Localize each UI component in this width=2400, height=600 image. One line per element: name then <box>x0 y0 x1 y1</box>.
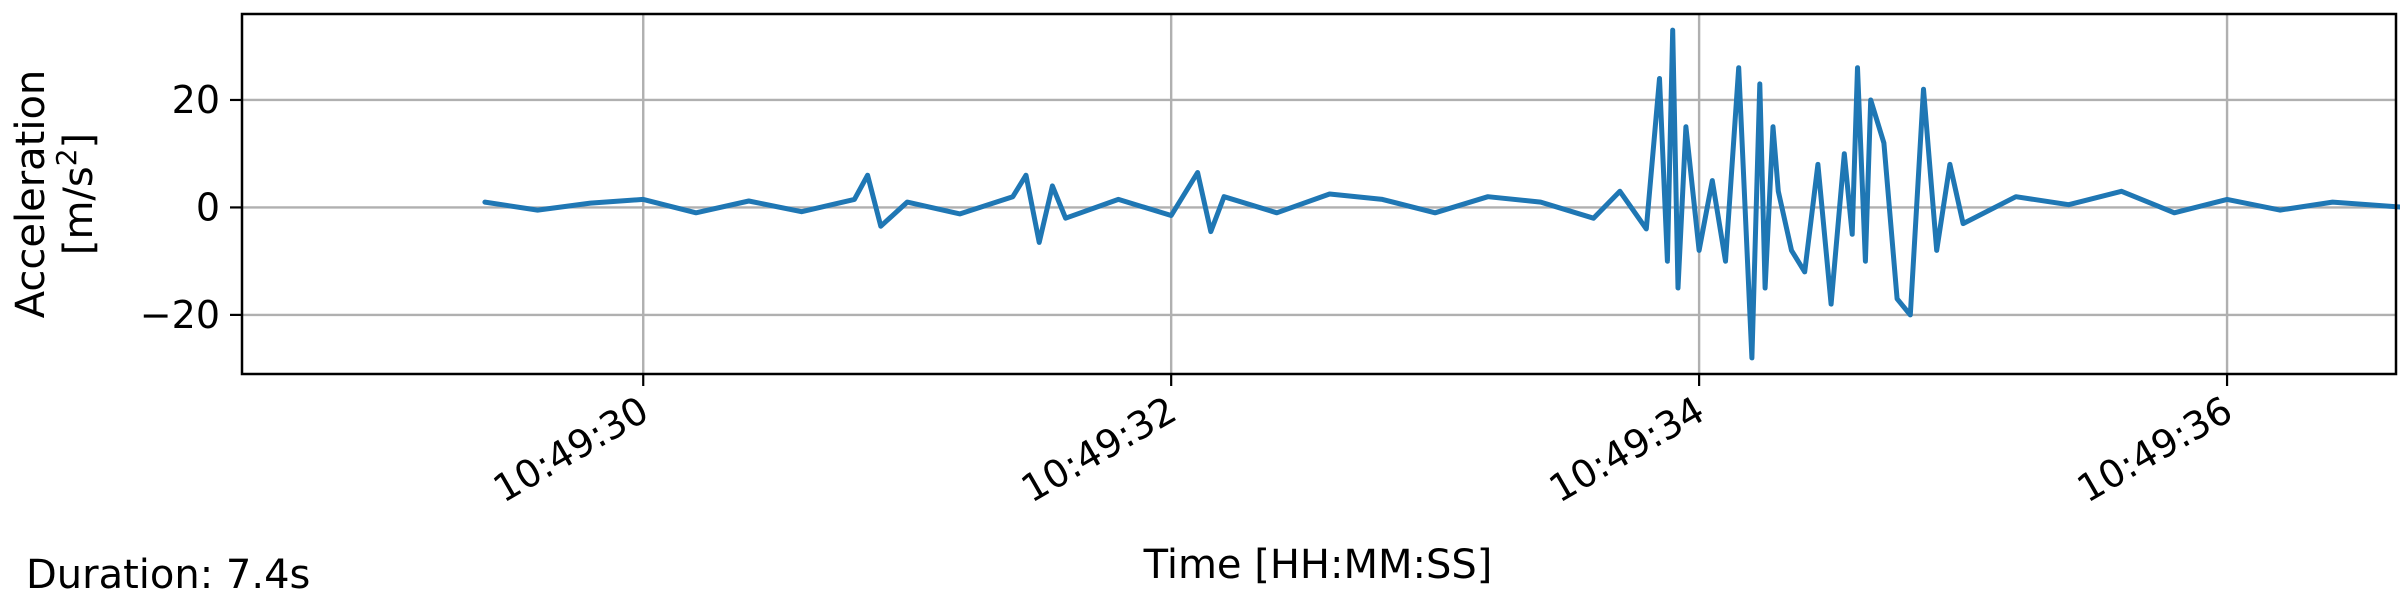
y-tick-label: −20 <box>140 293 220 337</box>
series-line <box>482 27 2400 361</box>
y-tick-label: 20 <box>172 78 220 122</box>
y-tick-label: 0 <box>196 185 220 229</box>
y-axis-unit-suffix: ] <box>56 133 102 149</box>
tick-marks <box>230 98 2229 386</box>
series-layer <box>482 27 2400 361</box>
y-axis-label-line1: Acceleration <box>8 70 54 319</box>
y-axis-label: Acceleration [m/s2] <box>8 70 102 319</box>
x-axis-label: Time [HH:MM:SS] <box>1143 542 1493 588</box>
x-tick-label: 10:49:34 <box>1542 388 1712 511</box>
y-axis-label-line2: [m/s2] <box>50 133 102 255</box>
grid <box>242 14 2396 374</box>
tick-labels: 10:49:30 10:49:32 10:49:34 10:49:36 20 0 −20 <box>140 78 2240 511</box>
x-tick-label: 10:49:30 <box>486 388 656 511</box>
plot-frame <box>240 12 2398 376</box>
x-tick-label: 10:49:32 <box>1014 388 1184 511</box>
y-axis-unit-prefix: [m/s <box>56 166 102 255</box>
duration-label: Duration: 7.4s <box>26 552 311 598</box>
x-tick-label: 10:49:36 <box>2070 388 2240 511</box>
y-axis-unit-superscript: 2 <box>50 148 83 166</box>
